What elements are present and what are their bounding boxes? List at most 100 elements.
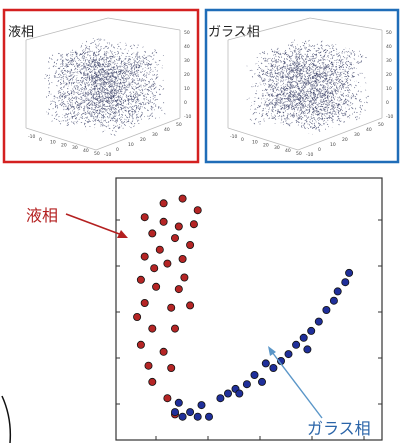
atom-bonds — [44, 38, 166, 136]
cube-x-tick: 10 — [50, 140, 56, 146]
liquid-point — [180, 273, 189, 282]
cube-z-tick: 0 — [386, 100, 389, 106]
liquid-point — [167, 303, 176, 312]
glass-point — [322, 305, 331, 314]
liquid-panel-label: 液相 — [8, 25, 34, 40]
liquid-panel-border — [2, 8, 200, 164]
cube-y-tick: -10 — [104, 152, 111, 158]
cube-y-tick: 30 — [354, 132, 360, 138]
liquid-point — [148, 324, 157, 333]
glass-point — [329, 296, 338, 305]
glass-point — [261, 359, 270, 368]
liquid-point — [174, 222, 183, 231]
glass-point — [174, 398, 183, 407]
cube-axis-line — [227, 17, 311, 41]
liquid-point — [186, 301, 195, 310]
cube-x-tick: 0 — [39, 137, 42, 143]
cube-y-tick: 30 — [152, 132, 158, 138]
liquid-arrow-head — [117, 230, 128, 238]
liquid-point — [178, 254, 187, 263]
cube-x-tick: -10 — [28, 134, 35, 140]
liquid-point — [155, 245, 164, 254]
liquid-point — [178, 194, 187, 203]
glass-point — [307, 326, 316, 335]
cube-x-tick: 50 — [296, 151, 302, 157]
glass-point — [345, 268, 354, 277]
liquid-point — [140, 213, 149, 222]
cube-x-tick: 40 — [83, 148, 89, 154]
liquid-annotation: 液相 — [26, 206, 128, 238]
liquid-point — [193, 206, 202, 215]
glass-point — [257, 377, 266, 386]
cube-axis-line — [25, 17, 109, 41]
atom-cloud — [44, 38, 166, 136]
liquid-point — [148, 229, 157, 238]
liquid-point — [163, 259, 172, 268]
cube-axis-line — [227, 127, 299, 151]
glass-point — [216, 394, 225, 403]
glass-point — [223, 389, 232, 398]
cube-z-tick: 20 — [184, 72, 190, 78]
glass-point — [186, 408, 195, 417]
glass-point — [193, 412, 202, 421]
cube-y-tick: 50 — [176, 122, 182, 128]
glass-point — [299, 333, 308, 342]
glass-point — [333, 287, 342, 296]
cube-x-tick: 30 — [274, 145, 280, 151]
liquid-point — [148, 377, 157, 386]
glass-point — [250, 370, 259, 379]
glass-point — [204, 412, 213, 421]
liquid-point — [186, 240, 195, 249]
glass-arrow-head — [268, 346, 276, 356]
cube-y-tick: 10 — [128, 142, 134, 148]
cube-z-tick: 30 — [184, 58, 190, 64]
cube-y-tick: 0 — [116, 147, 119, 153]
cube-y-tick: 20 — [140, 137, 146, 143]
glass-panel-label: ガラス相 — [208, 25, 260, 40]
decorative-arc — [1, 395, 12, 443]
liquid-point — [140, 298, 149, 307]
glass-annotation: ガラス相 — [268, 346, 371, 438]
cube-z-tick: 30 — [386, 58, 392, 64]
cube-axis-line — [107, 17, 181, 31]
cube-axis-line — [95, 117, 181, 151]
liquid-series — [133, 194, 202, 419]
liquid-point — [150, 264, 159, 273]
cube-z-tick: 40 — [184, 44, 190, 50]
cube-x-tick: 20 — [263, 142, 269, 148]
cube-z-tick: 10 — [184, 86, 190, 92]
cube-x-tick: 0 — [241, 137, 244, 143]
liquid-point — [140, 252, 149, 261]
glass-point — [341, 278, 350, 287]
cube-axis-line — [297, 117, 383, 151]
cube-y-tick: -10 — [306, 152, 313, 158]
cube-y-tick: 10 — [330, 142, 336, 148]
liquid-point — [144, 361, 153, 370]
cube-z-tick: -10 — [184, 114, 191, 120]
scatter-plot-frame — [115, 177, 383, 441]
glass-point — [303, 345, 312, 354]
glass-point — [314, 317, 323, 326]
scatter-points — [133, 194, 354, 421]
liquid-point — [174, 285, 183, 294]
cube-x-tick: 40 — [285, 148, 291, 154]
cube-y-tick: 50 — [378, 122, 384, 128]
cube-y-tick: 40 — [366, 127, 372, 133]
cube-x-tick: 30 — [72, 145, 78, 151]
cube-z-tick: 50 — [386, 30, 392, 36]
atom-cloud — [246, 39, 369, 135]
glass-point — [284, 350, 293, 359]
glass-point — [242, 380, 251, 389]
glass-panel-border — [204, 8, 400, 164]
cube-z-tick: 50 — [184, 30, 190, 36]
cube-axis-line — [25, 127, 97, 151]
atom-bonds — [246, 39, 369, 135]
liquid-point — [152, 282, 161, 291]
cube-axis-line — [309, 17, 383, 31]
cube-z-tick: 20 — [386, 72, 392, 78]
cube-z-tick: 40 — [386, 44, 392, 50]
